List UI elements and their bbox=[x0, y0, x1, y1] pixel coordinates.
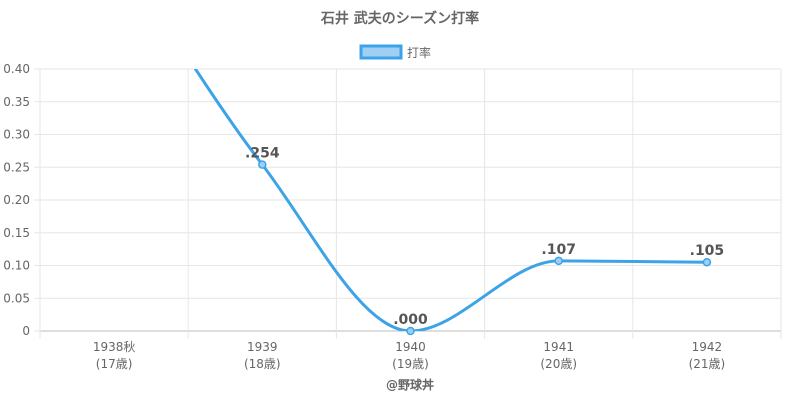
data-label: .105 bbox=[690, 243, 725, 259]
y-tick-label: 0.40 bbox=[3, 62, 30, 76]
y-tick-label: 0.15 bbox=[3, 226, 30, 240]
grid-lines bbox=[34, 68, 782, 339]
data-label: .107 bbox=[541, 242, 576, 258]
credit-text: @野球丼 bbox=[386, 377, 434, 392]
x-tick-label: 1942 bbox=[692, 340, 723, 354]
x-axis: 1938秋 (17歳) 1939 (18歳) 1940 (19歳) 1941 (20歳) 194… bbox=[93, 340, 725, 371]
x-tick-age-label: (19歳) bbox=[392, 357, 429, 371]
data-point[interactable] bbox=[554, 256, 563, 266]
x-tick-label: 1938秋 bbox=[93, 340, 136, 354]
x-tick-age-label: (17歳) bbox=[96, 357, 133, 371]
legend-swatch bbox=[359, 44, 403, 60]
y-tick-label: 0.30 bbox=[3, 128, 30, 142]
chart-title: 石井 武夫のシーズン打率 bbox=[320, 10, 479, 27]
data-labels: .254 .000 .107 .105 bbox=[245, 146, 724, 328]
data-label: .254 bbox=[245, 146, 280, 162]
data-points bbox=[258, 160, 712, 336]
legend[interactable]: 打率 bbox=[359, 44, 431, 60]
y-tick-label: 0.05 bbox=[3, 291, 30, 305]
x-tick-label: 1940 bbox=[395, 340, 426, 354]
y-tick-label: 0.35 bbox=[3, 95, 30, 109]
x-tick-age-label: (20歳) bbox=[540, 357, 577, 371]
x-tick-label: 1939 bbox=[247, 340, 278, 354]
y-tick-label: 0.10 bbox=[3, 259, 30, 273]
data-label: .000 bbox=[393, 312, 428, 328]
data-point[interactable] bbox=[258, 160, 267, 169]
data-point[interactable] bbox=[702, 257, 712, 267]
series-line bbox=[193, 69, 707, 331]
y-tick-label: 0.25 bbox=[3, 160, 30, 174]
series-batting-average bbox=[193, 69, 707, 331]
x-tick-label: 1941 bbox=[543, 340, 574, 354]
y-axis: 0 0.05 0.10 0.15 0.20 0.25 0.30 0.35 0.40 bbox=[3, 62, 30, 338]
x-tick-age-label: (21歳) bbox=[689, 357, 726, 371]
data-point[interactable] bbox=[406, 326, 415, 336]
legend-label: 打率 bbox=[407, 45, 431, 60]
y-tick-label: 0.20 bbox=[3, 193, 30, 207]
y-tick-label: 0 bbox=[22, 324, 30, 338]
x-tick-age-label: (18歳) bbox=[244, 357, 281, 371]
